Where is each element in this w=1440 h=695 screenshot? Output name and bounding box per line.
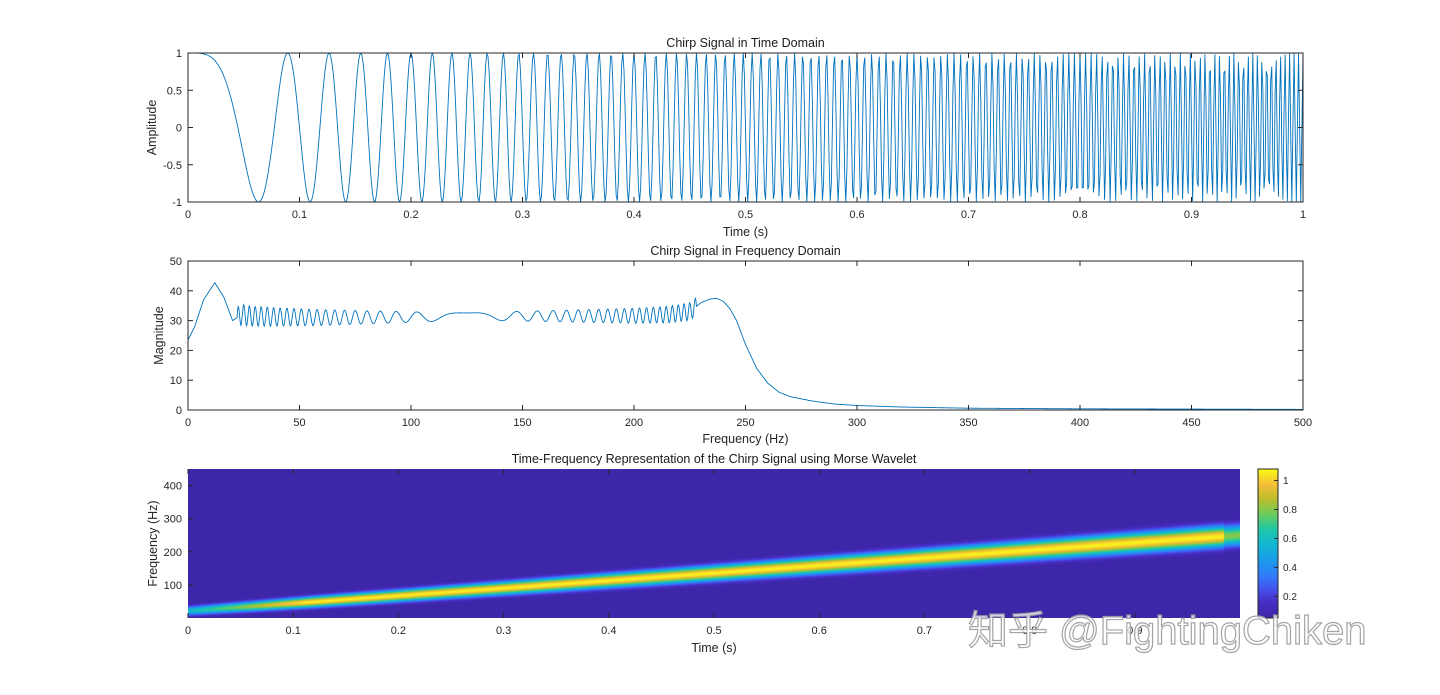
y-tick-label: 400	[164, 481, 182, 493]
colorbar-tick-label: 1	[1283, 476, 1289, 487]
chirp-series-line	[188, 53, 1303, 202]
x-tick-label: 0	[185, 625, 191, 637]
x-tick-label: 0.1	[286, 625, 301, 637]
colorbar-ticks: 0.2 0.4 0.6 0.8 1	[1274, 476, 1297, 603]
x-tick-label: 350	[959, 417, 977, 429]
x-tick-label: 0.8	[1072, 209, 1087, 221]
x-tick-label: 450	[1182, 417, 1200, 429]
y-tick-label: 50	[170, 256, 182, 268]
x-tick-label: 250	[736, 417, 754, 429]
x-tick-label: 400	[1071, 417, 1089, 429]
y-tick-label: -0.5	[163, 160, 182, 172]
x-tick-label: 0.1	[292, 209, 307, 221]
x-tick-label: 0.6	[849, 209, 864, 221]
frequency-domain-title: Chirp Signal in Frequency Domain	[650, 244, 840, 258]
y-tick-label: 40	[170, 286, 182, 298]
x-tick-label: 0.5	[706, 625, 721, 637]
time-domain-title: Chirp Signal in Time Domain	[666, 36, 824, 50]
time-domain-y-ticks: -1 -0.5 0 0.5 1	[163, 48, 1303, 209]
time-domain-y-label: Amplitude	[145, 100, 159, 156]
colorbar	[1258, 469, 1278, 618]
frequency-domain-x-ticks: 0 50 100 150 200 250 300 350 400 450 500	[185, 261, 1312, 429]
scalogram-axes: Time-Frequency Representation of the Chi…	[146, 452, 1297, 655]
time-domain-x-label: Time (s)	[723, 225, 768, 239]
x-tick-label: 50	[293, 417, 305, 429]
frequency-domain-y-ticks: 0 10 20 30 40 50	[170, 256, 1303, 417]
scalogram-x-label: Time (s)	[691, 641, 736, 655]
x-tick-label: 0.3	[496, 625, 511, 637]
frequency-domain-plot-box	[187, 260, 1304, 411]
scalogram-heatmap	[188, 469, 1240, 618]
colorbar-tick-label: 0.6	[1283, 534, 1297, 545]
x-tick-label: 100	[402, 417, 420, 429]
frequency-domain-magnitude-line	[188, 281, 1303, 410]
y-tick-label: 200	[164, 547, 182, 559]
colorbar-frame	[1257, 468, 1279, 619]
x-tick-label: 0.2	[403, 209, 418, 221]
x-tick-label: 500	[1294, 417, 1312, 429]
x-tick-label: 0.6	[812, 625, 827, 637]
magnitude-series-line	[188, 281, 1303, 410]
y-tick-label: 100	[164, 580, 182, 592]
x-tick-label: 1	[1300, 209, 1306, 221]
x-tick-label: 0.4	[601, 625, 616, 637]
colorbar-tick-label: 0.4	[1283, 563, 1297, 574]
x-tick-label: 0.5	[738, 209, 753, 221]
colorbar-tick-label: 0.2	[1283, 592, 1297, 603]
time-domain-signal-line	[188, 53, 1303, 202]
scalogram-x-ticks: 0 0.1 0.2 0.3 0.4 0.5 0.6 0.7 0.8 0.9	[185, 469, 1142, 637]
x-tick-label: 0.2	[391, 625, 406, 637]
x-tick-label: 0.3	[515, 209, 530, 221]
y-tick-label: 0	[176, 123, 182, 135]
y-tick-label: 30	[170, 316, 182, 328]
scalogram-image-holder	[188, 469, 1240, 618]
scalogram-title: Time-Frequency Representation of the Chi…	[512, 452, 917, 466]
scalogram-y-label: Frequency (Hz)	[146, 500, 160, 586]
x-tick-label: 0	[185, 417, 191, 429]
x-tick-label: 0.7	[961, 209, 976, 221]
time-domain-x-ticks: 0 0.1 0.2 0.3 0.4 0.5 0.6 0.7 0.8 0.9 1	[185, 53, 1306, 221]
x-tick-label: 0.8	[1022, 625, 1037, 637]
scalogram-y-ticks: 100 200 300 400	[164, 481, 193, 592]
time-domain-axes: Chirp Signal in Time Domain 0 0.1 0.2 0.3 0.…	[145, 36, 1306, 239]
y-tick-label: 0	[176, 405, 182, 417]
x-tick-label: 0.9	[1184, 209, 1199, 221]
colorbar-tick-label: 0.8	[1283, 505, 1297, 516]
x-tick-label: 0	[185, 209, 191, 221]
y-tick-label: 1	[176, 48, 182, 60]
x-tick-label: 0.4	[626, 209, 641, 221]
y-tick-label: 20	[170, 345, 182, 357]
x-tick-label: 0.7	[917, 625, 932, 637]
colorbar-holder	[1258, 469, 1278, 618]
frequency-domain-y-label: Magnitude	[152, 306, 166, 364]
y-tick-label: 10	[170, 375, 182, 387]
x-tick-label: 150	[513, 417, 531, 429]
x-tick-label: 200	[625, 417, 643, 429]
x-tick-label: 300	[848, 417, 866, 429]
y-tick-label: 0.5	[167, 85, 182, 97]
watermark: 知乎 @FightingChiken	[968, 609, 1367, 653]
frequency-domain-axes: Chirp Signal in Frequency Domain 0 50 100 1…	[152, 244, 1312, 446]
x-tick-label: 0.9	[1127, 625, 1142, 637]
y-tick-label: -1	[172, 197, 182, 209]
y-tick-label: 300	[164, 514, 182, 526]
frequency-domain-x-label: Frequency (Hz)	[702, 432, 788, 446]
